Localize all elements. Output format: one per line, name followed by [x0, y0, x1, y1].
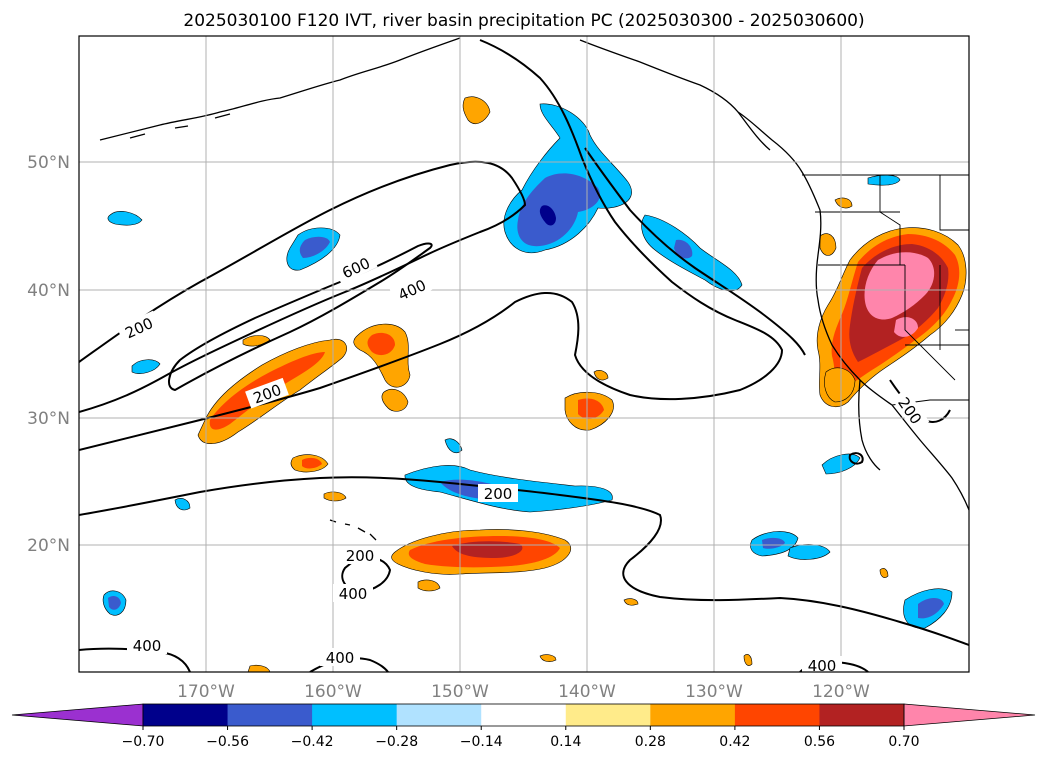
neg-anomaly-mid-small: [131, 359, 161, 374]
ivt-contour-200-coast: [584, 147, 806, 356]
pos-anomaly-small-5: [743, 654, 753, 666]
lon-label-120w: 120°W: [812, 682, 870, 702]
ivt-label-400-e: 400: [808, 657, 837, 675]
colorbar-segment: [650, 704, 736, 726]
colorbar-segment: [565, 704, 651, 726]
ivt-contour-400: [79, 39, 784, 451]
lon-label-150w: 150°W: [431, 682, 489, 702]
pos-anomaly-small-9: [819, 233, 837, 256]
ivt-label-400-c: 400: [133, 637, 162, 655]
colorbar-segment: [481, 704, 567, 726]
colorbar-tick-label: 0.70: [888, 734, 919, 750]
pos-anomaly-central-pacific-2-red: [367, 332, 395, 356]
colorbar-frame: [142, 703, 905, 727]
aleutian-islands: [129, 113, 231, 139]
ivt-contour-600: [168, 242, 433, 392]
colorbar-segments: [11, 703, 1036, 727]
ivt-label-400-d: 400: [326, 649, 355, 667]
ivt-contour-200-east: [79, 476, 969, 646]
ivt-contour-200-baja-small: [848, 452, 864, 465]
neg-anomaly-nw: [867, 174, 901, 186]
lon-label-130w: 130°W: [685, 682, 743, 702]
neg-anomaly-gulf-alaska-navy: [539, 205, 556, 226]
pos-anomaly-baja-small: [879, 568, 889, 578]
longitude-labels: 170°W 160°W 150°W 140°W 130°W 120°W: [177, 682, 870, 702]
colorbar-tick-label: 0.56: [804, 734, 835, 750]
pos-anomaly-small-2: [323, 491, 347, 502]
pos-anomaly-central-pacific-3: [381, 389, 409, 412]
ivt-label-400-b: 400: [339, 585, 368, 603]
ivt-label-200-d: 200: [346, 547, 375, 565]
lon-label-140w: 140°W: [558, 682, 616, 702]
colorbar-segment: [227, 704, 313, 726]
colorbar-segment: [312, 704, 398, 726]
colorbar-tick-label: 0.42: [719, 734, 750, 750]
colorbar-segment: [734, 704, 820, 726]
lat-label-20: 20°N: [27, 536, 70, 556]
coastline-alaska: [99, 37, 461, 141]
pos-anomaly-central-pacific-2: [353, 323, 411, 388]
coastline-bc: [737, 111, 821, 211]
coastline-baja: [858, 379, 881, 471]
colorbar-segment: [143, 704, 229, 726]
border-mt: [939, 175, 969, 231]
border-id: [879, 175, 901, 265]
lat-label-30: 30°N: [27, 409, 70, 429]
map-frame: [78, 35, 970, 673]
neg-anomaly-southeast-core: [918, 598, 944, 619]
latitude-labels: 50°N 40°N 30°N 20°N: [27, 153, 70, 556]
precip-pc-fill: [102, 96, 967, 672]
colorbar-tick-label: −0.42: [291, 734, 334, 750]
pos-anomaly-small-8: [834, 197, 853, 209]
coastline-mexico: [891, 404, 969, 511]
neg-anomaly-hawaii-west: [174, 498, 191, 511]
colorbar-tick-label: −0.14: [460, 734, 503, 750]
colorbar-tick-label: 0.28: [635, 734, 666, 750]
colorbar-ticks: −0.70 −0.56 −0.42 −0.28 −0.14 0.14 0.28 0.42 0.5…: [122, 726, 920, 750]
border-ca-nv: [904, 265, 956, 381]
lat-label-50: 50°N: [27, 153, 70, 173]
pos-anomaly-socal: [824, 367, 856, 403]
figure-title: 2025030100 F120 IVT, river basin precipi…: [183, 11, 864, 31]
colorbar-extend-min: [11, 703, 144, 727]
pos-anomaly-california-pink: [864, 252, 935, 320]
neg-anomaly-bc-coast-core: [674, 239, 693, 259]
colorbar-extend-max: [903, 703, 1036, 727]
colorbar-segment: [819, 704, 905, 726]
colorbar-segment: [396, 704, 482, 726]
colorbar: −0.70 −0.56 −0.42 −0.28 −0.14 0.14 0.28 0.42 0.5…: [11, 703, 1036, 750]
lat-label-40: 40°N: [27, 281, 70, 301]
pos-anomaly-hawaii-north-red: [302, 457, 322, 469]
pos-anomaly-small-1: [417, 579, 441, 592]
neg-anomaly-hi-north: [444, 438, 463, 453]
pos-anomaly-california-pink-2: [894, 317, 918, 337]
neg-anomaly-southwest-core: [108, 595, 121, 610]
neg-anomaly-gulf-alaska-core: [517, 173, 600, 247]
coastline-west-us: [815, 209, 893, 406]
colorbar-tick-label: 0.14: [550, 734, 581, 750]
map-panel: 200 600 400 200 200: [78, 35, 970, 675]
coastlines: [99, 37, 969, 541]
pos-anomaly-small-4: [593, 370, 609, 381]
colorbar-tick-label: −0.56: [206, 734, 249, 750]
pos-anomaly-small-7: [539, 654, 557, 662]
neg-anomaly-west-pacific-core: [299, 236, 330, 258]
ivt-label-200-c: 200: [484, 485, 513, 503]
ivt-contour-labels: 200 600 400 200 200: [116, 250, 930, 675]
gridlines: [79, 36, 969, 672]
pos-anomaly-small-10: [247, 664, 271, 672]
pos-anomaly-east-central-red: [578, 398, 604, 419]
neg-anomaly-far-west: [107, 211, 143, 226]
pos-anomaly-gulf-north: [462, 96, 491, 124]
neg-anomaly-east-subtropic-core: [762, 537, 785, 549]
lon-label-170w: 170°W: [177, 682, 235, 702]
colorbar-tick-label: −0.70: [122, 734, 165, 750]
state-borders: [802, 174, 969, 406]
ivt-contour-200-north: [79, 160, 527, 413]
lon-label-160w: 160°W: [304, 682, 362, 702]
colorbar-tick-label: −0.28: [375, 734, 418, 750]
pos-anomaly-small-6: [623, 598, 639, 606]
coastline-alaska-south: [579, 39, 771, 151]
